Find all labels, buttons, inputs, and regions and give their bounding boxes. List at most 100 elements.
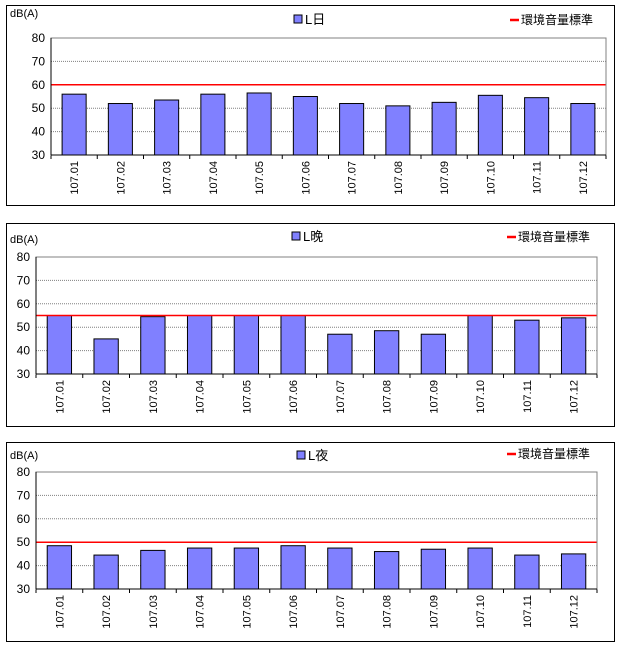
legend-series-swatch <box>293 14 303 24</box>
bar <box>93 554 119 590</box>
bar <box>292 96 318 156</box>
x-tick-label: 107.03 <box>148 380 160 414</box>
y-tick-label: 60 <box>32 78 46 92</box>
bar <box>477 94 503 156</box>
bar <box>46 545 73 590</box>
x-tick-label: 107.08 <box>382 595 394 629</box>
legend-series-swatch <box>296 450 306 460</box>
y-tick-label: 30 <box>17 582 31 596</box>
x-tick-label: 107.06 <box>300 161 312 195</box>
bar <box>140 316 166 375</box>
x-tick-label: 107.09 <box>428 595 440 629</box>
y-tick-label: 70 <box>17 488 31 502</box>
x-tick-label: 107.02 <box>101 380 113 414</box>
x-tick-label: 107.10 <box>485 161 497 195</box>
bar <box>560 317 587 375</box>
y-tick-label: 40 <box>17 559 31 573</box>
bar <box>154 99 180 156</box>
legend-series-label: L晚 <box>303 229 323 244</box>
x-tick-label: 107.01 <box>54 380 66 414</box>
x-tick-label: 107.05 <box>241 595 253 629</box>
bar <box>373 551 400 590</box>
legend-standard-label: 環境音量標準 <box>518 229 590 244</box>
x-tick-label: 107.12 <box>569 380 581 414</box>
x-tick-label: 107.02 <box>101 595 113 629</box>
y-tick-label: 70 <box>32 54 46 68</box>
x-tick-label: 107.08 <box>393 161 405 195</box>
x-tick-label: 107.05 <box>241 380 253 414</box>
y-tick-label: 50 <box>32 101 46 115</box>
bar <box>280 545 306 590</box>
bar <box>570 103 596 156</box>
x-tick-label: 107.11 <box>532 161 544 194</box>
bar <box>467 547 493 590</box>
y-tick-label: 30 <box>17 367 31 381</box>
x-tick-label: 107.08 <box>382 380 394 414</box>
bar <box>233 315 260 375</box>
bar <box>93 338 119 375</box>
bar <box>560 553 587 590</box>
bar <box>385 105 411 156</box>
bar <box>186 547 213 590</box>
x-tick-label: 107.03 <box>148 595 160 629</box>
bar <box>140 549 166 590</box>
y-tick-label: 80 <box>17 250 31 264</box>
x-tick-label: 107.02 <box>115 161 127 195</box>
bar <box>420 333 447 375</box>
y-tick-label: 40 <box>17 344 31 358</box>
bar <box>107 103 133 156</box>
x-tick-label: 107.05 <box>254 161 266 195</box>
y-tick-label: 80 <box>17 465 31 479</box>
bar <box>186 315 213 375</box>
x-tick-label: 107.10 <box>475 380 487 414</box>
bar <box>280 315 306 375</box>
bar <box>467 315 493 375</box>
x-tick-label: 107.01 <box>54 595 66 629</box>
chart-3: 30 40 50 60 70 80 dB(A) 107.01 107.02 107.03 107.0… <box>6 442 615 642</box>
x-tick-label: 107.07 <box>335 380 347 414</box>
y-tick-label: 50 <box>17 535 31 549</box>
bar <box>514 319 540 375</box>
y-tick-label: 70 <box>17 273 31 287</box>
x-tick-label: 107.04 <box>195 380 207 414</box>
chart-2: 30 40 50 60 70 80 dB(A) 107.01 107.02 107.03 107.0… <box>6 223 615 427</box>
x-tick-label: 107.09 <box>428 380 440 414</box>
bar <box>233 547 260 590</box>
y-tick-label: 50 <box>17 320 31 334</box>
bar <box>46 315 73 375</box>
x-tick-label: 107.07 <box>347 161 359 195</box>
bar <box>327 547 353 590</box>
bar <box>200 93 226 156</box>
x-tick-label: 107.11 <box>522 595 534 628</box>
y-tick-label: 60 <box>17 297 31 311</box>
y-axis-label: dB(A) <box>10 234 38 246</box>
legend-series-swatch <box>291 231 301 241</box>
y-tick-label: 40 <box>32 125 46 139</box>
x-tick-label: 107.01 <box>69 161 81 195</box>
legend-standard-label: 環境音量標準 <box>521 12 593 27</box>
bar <box>373 330 400 375</box>
bar <box>327 333 353 375</box>
x-tick-label: 107.06 <box>288 380 300 414</box>
x-tick-label: 107.12 <box>569 595 581 629</box>
legend-series-label: L日 <box>305 12 325 27</box>
y-tick-label: 80 <box>32 31 46 45</box>
chart-1: 30 40 50 60 70 80 dB(A) 107.01 107.02 107.03 107.0… <box>6 5 615 206</box>
y-tick-label: 30 <box>32 148 46 162</box>
x-tick-label: 107.04 <box>195 595 207 629</box>
bar <box>420 548 447 590</box>
bar <box>524 97 550 156</box>
bar <box>431 101 457 156</box>
x-tick-label: 107.12 <box>578 161 590 195</box>
bar <box>61 93 87 156</box>
bar <box>246 92 272 156</box>
bar <box>339 103 365 156</box>
y-axis-label: dB(A) <box>10 8 38 20</box>
x-tick-label: 107.07 <box>335 595 347 629</box>
x-tick-label: 107.09 <box>439 161 451 195</box>
legend-standard-label: 環境音量標準 <box>518 446 590 461</box>
x-tick-label: 107.10 <box>475 595 487 629</box>
x-tick-label: 107.04 <box>208 161 220 195</box>
x-tick-label: 107.06 <box>288 595 300 629</box>
